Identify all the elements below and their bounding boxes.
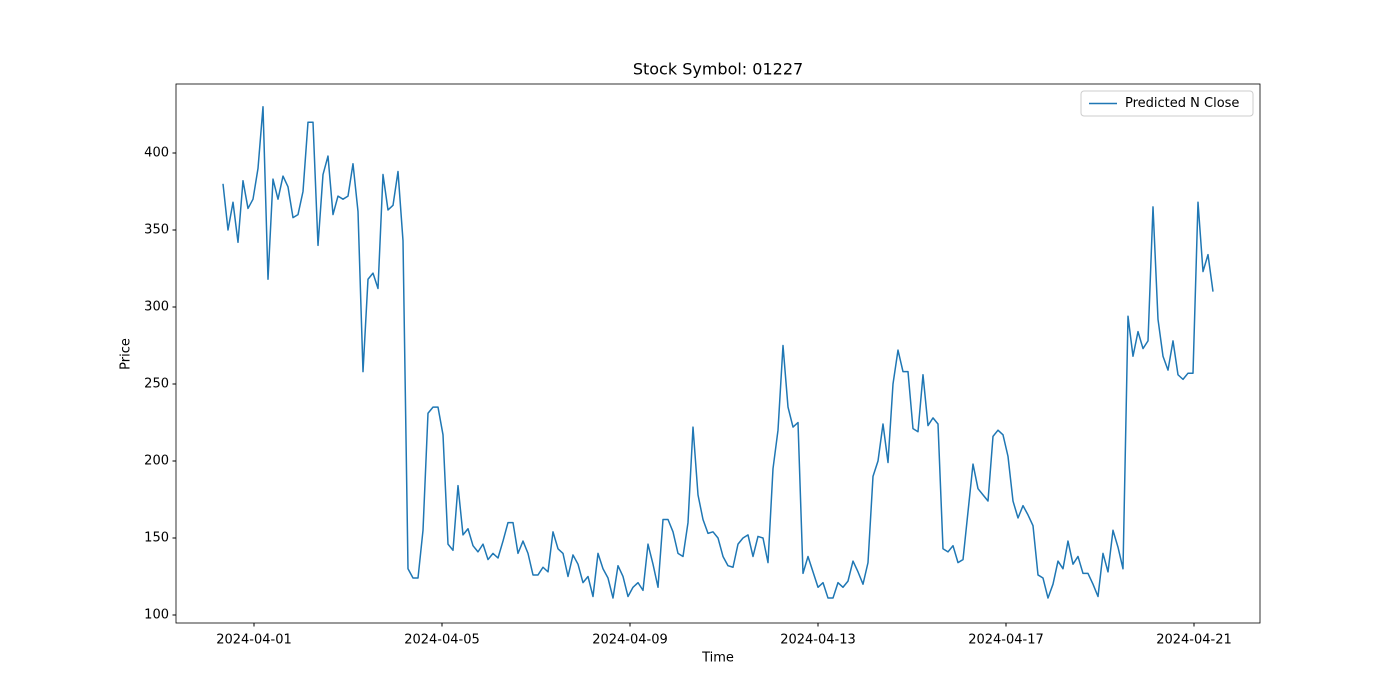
y-tick-label: 250: [144, 376, 169, 391]
y-tick-label: 200: [144, 453, 169, 468]
legend-label: Predicted N Close: [1125, 96, 1239, 111]
y-axis-label: Price: [119, 338, 134, 370]
x-tick-label: 2024-04-09: [592, 633, 668, 648]
x-tick-label: 2024-04-17: [968, 633, 1044, 648]
line-series: [222, 106, 1214, 599]
x-tick-label: 2024-04-21: [1156, 633, 1232, 648]
chart-title: Stock Symbol: 01227: [633, 60, 803, 79]
x-tick-label: 2024-04-05: [404, 633, 480, 648]
y-tick-label: 400: [144, 145, 169, 160]
x-tick-label: 2024-04-01: [216, 633, 292, 648]
y-tick-label: 150: [144, 530, 169, 545]
y-tick-label: 300: [144, 299, 169, 314]
legend-box: [1080, 90, 1254, 117]
y-tick-label: 100: [144, 607, 169, 622]
x-tick-label: 2024-04-13: [780, 633, 856, 648]
x-axis-label: Time: [701, 651, 734, 666]
axes-frame: [175, 83, 1261, 624]
y-tick-label: 350: [144, 222, 169, 237]
